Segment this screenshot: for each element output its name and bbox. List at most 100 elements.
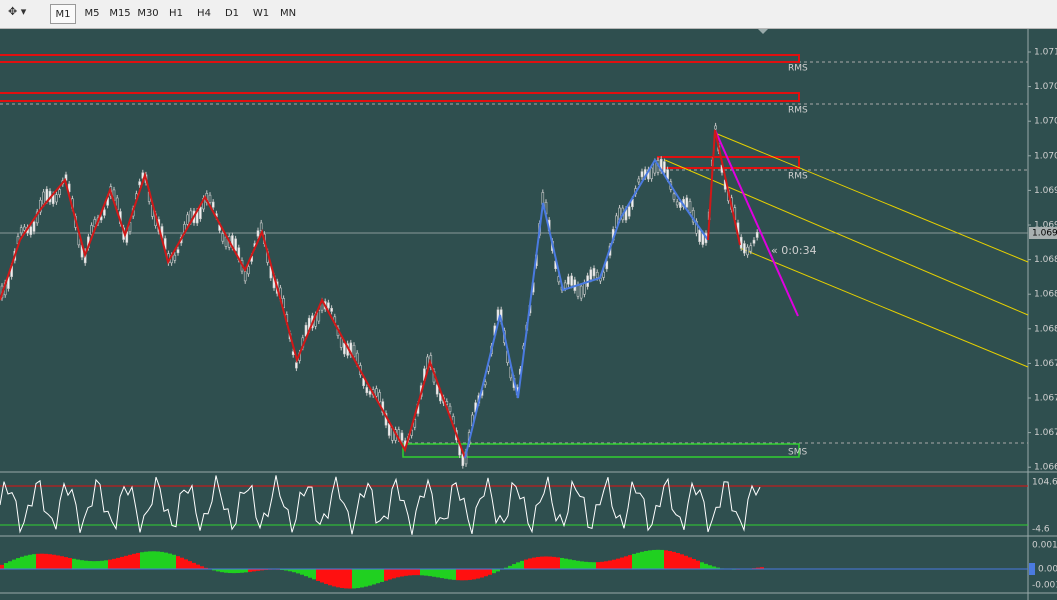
timeframe-button[interactable]: H1 xyxy=(169,8,183,19)
histogram-bar xyxy=(40,553,44,569)
timeframe-button[interactable]: M15 xyxy=(109,8,131,19)
histogram-bar xyxy=(196,564,200,569)
histogram-bar xyxy=(648,550,652,569)
histogram-bar xyxy=(688,557,692,569)
candle-body xyxy=(352,344,356,358)
histogram-bar xyxy=(360,569,364,588)
histogram-bar xyxy=(564,558,568,569)
timeframe-button[interactable]: H4 xyxy=(197,8,211,19)
histogram-bar xyxy=(536,556,540,569)
histogram-bar xyxy=(104,560,108,569)
level-label: RMS xyxy=(788,64,808,74)
candle-body xyxy=(32,221,36,232)
histogram-bar xyxy=(100,560,104,569)
timeframe-button[interactable]: MN xyxy=(279,8,297,19)
candle-body xyxy=(42,191,45,205)
histogram-bar xyxy=(600,561,604,569)
histogram-bar xyxy=(132,553,136,569)
price-label: 1.067 xyxy=(1034,394,1057,404)
histogram-bar xyxy=(176,556,180,569)
histogram-bar xyxy=(68,557,72,569)
histogram-bar xyxy=(608,560,612,569)
histogram-bar xyxy=(332,569,336,587)
histogram-bar xyxy=(684,555,688,569)
candle-body xyxy=(99,216,103,221)
histogram-bar xyxy=(304,569,308,577)
histogram-bar xyxy=(628,555,632,569)
histogram-bar xyxy=(184,559,188,569)
histogram-bar xyxy=(116,557,120,569)
histogram-bar xyxy=(80,560,84,569)
price-label: 1.066 xyxy=(1034,463,1057,473)
histogram-bar xyxy=(416,569,420,576)
drawing-tool-icon[interactable]: ✥ ▾ xyxy=(8,5,27,18)
histogram-bar xyxy=(96,561,100,569)
histogram-bar xyxy=(120,556,124,569)
candle-body xyxy=(746,246,749,256)
histogram-bar xyxy=(444,569,448,579)
candle-body xyxy=(243,271,247,282)
candle-body xyxy=(435,384,439,395)
histogram-bar xyxy=(284,569,288,571)
histogram-bar xyxy=(460,569,464,581)
histogram-bar xyxy=(248,569,252,572)
histogram-bar xyxy=(344,569,348,589)
zero-marker xyxy=(1029,563,1035,575)
candle-body xyxy=(592,268,596,277)
histogram-bar xyxy=(144,551,148,569)
candle-body xyxy=(627,206,631,217)
histogram-bar xyxy=(224,569,228,573)
histogram-bar xyxy=(604,561,608,569)
candle-body xyxy=(675,201,679,206)
histogram-bar xyxy=(448,569,452,580)
candle-body xyxy=(672,193,676,200)
histogram-bar xyxy=(588,562,592,569)
candle-body xyxy=(138,181,141,186)
candle-body xyxy=(173,254,177,261)
candle-body xyxy=(221,233,225,242)
histogram-bar xyxy=(540,556,544,569)
candle-body xyxy=(58,189,61,195)
histogram-bar xyxy=(544,556,548,569)
histogram-bar xyxy=(456,569,460,581)
histogram-bar xyxy=(160,551,164,569)
histogram-bar xyxy=(624,556,628,569)
timeframe-button[interactable]: D1 xyxy=(224,8,240,19)
histogram-bar xyxy=(524,559,528,569)
histogram-bar xyxy=(760,567,764,569)
candle-body xyxy=(650,167,653,180)
histogram-bar xyxy=(584,561,588,569)
candle-body xyxy=(295,362,298,369)
histogram-bar xyxy=(440,569,444,579)
candle-body xyxy=(570,275,573,286)
candle-body xyxy=(563,282,567,289)
histogram-bar xyxy=(616,558,620,569)
histogram-bar xyxy=(36,553,40,569)
candle-body xyxy=(755,231,759,238)
histogram-bar xyxy=(468,569,472,580)
histogram-bar xyxy=(256,569,260,571)
histogram-bar xyxy=(188,561,192,569)
histogram-bar xyxy=(652,549,656,569)
timeframe-button[interactable]: M30 xyxy=(137,8,159,19)
histogram-bar xyxy=(228,569,232,574)
candle-body xyxy=(176,249,180,254)
timeframe-button[interactable]: M1 xyxy=(50,4,76,24)
histogram-bar xyxy=(464,569,468,581)
timeframe-button[interactable]: M5 xyxy=(84,8,100,19)
histogram-bar xyxy=(528,558,532,569)
histogram-bar xyxy=(636,552,640,569)
histogram-bar xyxy=(392,569,396,579)
price-label: 1.068 xyxy=(1034,290,1057,300)
candle-body xyxy=(698,229,701,242)
candle-body xyxy=(259,222,263,231)
candle-body xyxy=(743,243,746,254)
histogram xyxy=(0,549,764,589)
histogram-bar xyxy=(400,569,404,577)
histogram-bar xyxy=(92,561,96,569)
histogram-bar xyxy=(516,562,520,569)
timeframe-button[interactable]: W1 xyxy=(252,8,270,19)
histogram-bar xyxy=(508,565,512,569)
histogram-bar xyxy=(316,569,320,581)
oscillator-line xyxy=(0,475,761,535)
